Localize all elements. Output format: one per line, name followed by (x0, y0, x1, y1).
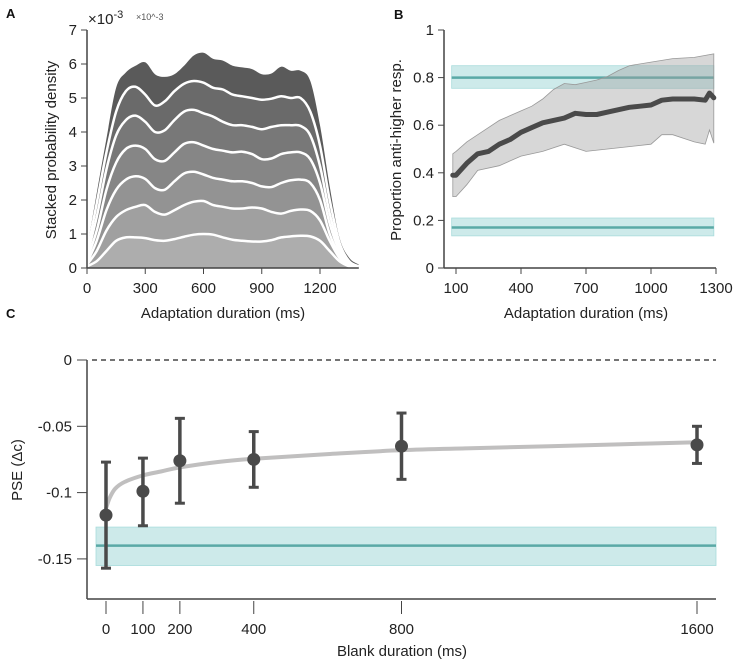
y-tick-label: 1 (69, 226, 77, 243)
data-point (136, 484, 150, 498)
y-tick-label: 0 (426, 260, 434, 277)
data-point (395, 439, 408, 453)
x-tick-label: 700 (573, 280, 598, 297)
panel-a-chart: 0 1 2 3 4 5 6 7 0 300 600 900 1200 (69, 22, 360, 297)
panel-a-ylabel: Stacked probability density (43, 60, 60, 239)
panel-b-ylabel: Proportion anti-higher resp. (388, 59, 405, 241)
y-tick-label: 4 (69, 124, 77, 141)
y-tick-label: 2 (69, 192, 77, 209)
boundary-line-1 (86, 232, 360, 270)
y-tick-label: 0.4 (413, 165, 434, 182)
x-tick-label: 100 (130, 621, 155, 638)
y-tick-label: 0.8 (413, 70, 434, 87)
fit-curve (104, 440, 699, 511)
x-tick-label: 200 (167, 621, 192, 638)
y-tick-label: -0.15 (38, 551, 72, 568)
y-tick-label: 5 (69, 90, 77, 107)
confidence-band (452, 53, 715, 197)
x-tick-label: 600 (191, 280, 216, 297)
x-tick-label: 1600 (680, 621, 713, 638)
x-tick-label: 400 (241, 621, 266, 638)
panel-label-b: B (394, 7, 403, 22)
boundary-line-6 (85, 79, 360, 268)
boundary-line-4 (85, 140, 360, 270)
x-tick-label: 1000 (634, 280, 667, 297)
y-tick-label: 0 (64, 352, 72, 369)
y-tick-label: 6 (69, 56, 77, 73)
panel-c-xlabel: Blank duration (ms) (337, 643, 467, 660)
x-tick-label: 900 (249, 280, 274, 297)
boundary-line-3 (85, 170, 360, 270)
panel-a-multiplier-exp: -3 (113, 9, 123, 21)
panel-a-multiplier: ×10^-3 (136, 12, 164, 22)
data-point (99, 508, 113, 522)
y-tick-label: 0.6 (413, 117, 434, 134)
panel-a-multiplier-display: ×10-3 (88, 9, 123, 28)
x-tick-label: 1200 (303, 280, 336, 297)
panel-a-xlabel: Adaptation duration (ms) (141, 305, 305, 322)
y-tick-label: -0.05 (38, 418, 72, 435)
panel-b-chart: 0 0.2 0.4 0.6 0.8 1 100 400 700 1000 1300 (413, 22, 733, 297)
y-tick-label: 1 (426, 22, 434, 39)
mean-line (450, 90, 717, 178)
data-point (173, 454, 187, 468)
panel-b-xlabel: Adaptation duration (ms) (504, 305, 668, 322)
y-tick-label: 0.2 (413, 212, 434, 229)
x-tick-label: 800 (389, 621, 414, 638)
y-tick-label: 3 (69, 158, 77, 175)
boundary-line-2 (85, 199, 360, 270)
panel-c-ylabel: PSE (Δc) (9, 439, 26, 501)
y-tick-label: 7 (69, 22, 77, 39)
x-tick-label: 400 (508, 280, 533, 297)
panel-a-multiplier-base: ×10 (88, 11, 113, 28)
panel-c-chart: 0 -0.05 -0.1 -0.15 0 100 200 400 800 1600 (38, 352, 717, 638)
panel-label-c: C (6, 306, 16, 321)
x-tick-label: 0 (102, 621, 110, 638)
y-tick-label: 0 (69, 260, 77, 277)
data-point (247, 452, 261, 466)
x-tick-label: 300 (133, 280, 158, 297)
boundary-line-5 (85, 108, 360, 270)
panel-label-a: A (6, 6, 16, 21)
density-layer-1 (87, 234, 359, 268)
data-point (690, 438, 704, 452)
y-tick-label: -0.1 (46, 485, 72, 502)
x-tick-label: 100 (443, 280, 468, 297)
x-tick-label: 1300 (699, 280, 732, 297)
x-tick-label: 0 (83, 280, 91, 297)
